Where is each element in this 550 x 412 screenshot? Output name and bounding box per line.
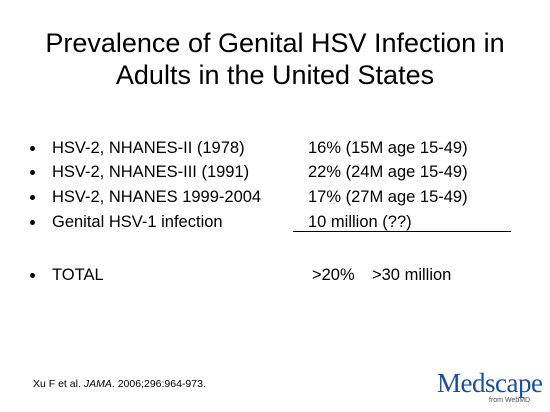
logo-name: Medscape [437, 368, 543, 398]
bullet-dot [30, 170, 35, 175]
total-row: TOTAL >20% >30 million [0, 263, 550, 287]
title-line: Adults in the United States [115, 60, 435, 90]
citation-journal: JAMA [83, 378, 112, 390]
underline [293, 231, 511, 232]
bullet-label: HSV-2, NHANES-III (1991) [52, 163, 250, 181]
bullet-row: Genital HSV-1 infection 10 million (??) [0, 210, 550, 234]
title-line: Prevalence of Genital HSV Infection in [45, 28, 505, 58]
total-label: TOTAL [52, 266, 104, 284]
bullet-row: HSV-2, NHANES-II (1978) 16% (15M age 15-… [0, 136, 550, 160]
total-percent: >20% [312, 266, 355, 284]
total-count: >30 million [372, 266, 452, 284]
bullet-dot [30, 273, 35, 278]
citation: Xu F et al. JAMA. 2006;296:964-973. [33, 378, 206, 390]
bullet-label: HSV-2, NHANES 1999-2004 [52, 188, 262, 206]
bullet-value: 10 million (??) [308, 213, 412, 231]
bullet-label: Genital HSV-1 infection [52, 213, 223, 231]
logo: Medscape from WebMD [437, 368, 543, 408]
bullet-dot [30, 146, 35, 151]
logo-tagline: from WebMD [489, 397, 531, 404]
bullet-value: 17% (27M age 15-49) [308, 188, 468, 206]
citation-authors: Xu F et al. [33, 378, 81, 390]
bullet-value: 16% (15M age 15-49) [308, 139, 468, 157]
citation-details: . 2006;296:964-973. [111, 378, 206, 390]
bullet-dot [30, 195, 35, 200]
bullet-dot [30, 220, 35, 225]
bullet-value: 22% (24M age 15-49) [308, 163, 468, 181]
bullet-label: HSV-2, NHANES-II (1978) [52, 139, 245, 157]
bullet-row: HSV-2, NHANES 1999-2004 17% (27M age 15-… [0, 185, 550, 209]
bullet-row: HSV-2, NHANES-III (1991) 22% (24M age 15… [0, 160, 550, 184]
